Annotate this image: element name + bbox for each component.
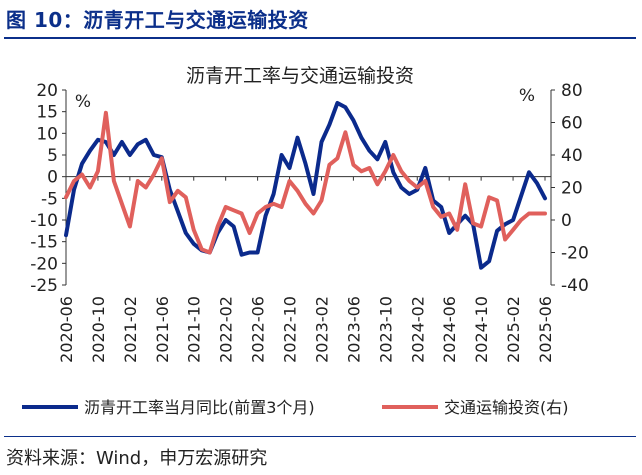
x-tick-label: 2024-02 bbox=[408, 296, 427, 363]
y-right-tick-label: -20 bbox=[561, 244, 589, 264]
x-tick-label: 2023-10 bbox=[376, 296, 395, 363]
x-tick-label: 2020-10 bbox=[89, 296, 108, 363]
y-left-tick-label: -15 bbox=[30, 233, 58, 253]
y-left-tick-label: 15 bbox=[36, 103, 58, 123]
y-left-tick-label: 0 bbox=[47, 168, 58, 188]
x-tick-label: 2021-02 bbox=[121, 296, 140, 363]
y-right-tick-label: 20 bbox=[561, 179, 583, 199]
y-axis-left-unit: % bbox=[75, 92, 91, 112]
y-left-tick-label: 5 bbox=[47, 146, 58, 166]
y-right-tick-label: 40 bbox=[561, 146, 583, 166]
figure-title: 图 10：沥青开工与交通运输投资 bbox=[6, 8, 309, 32]
y-left-tick-label: -5 bbox=[41, 189, 58, 209]
x-tick-label: 2022-10 bbox=[281, 296, 300, 363]
y-right-tick-label: 60 bbox=[561, 114, 583, 134]
x-tick-label: 2025-06 bbox=[536, 296, 555, 363]
y-left-tick-label: 20 bbox=[36, 81, 58, 101]
y-left-tick-label: -25 bbox=[30, 276, 58, 296]
x-tick-label: 2021-10 bbox=[185, 296, 204, 363]
y-axis-right-unit: % bbox=[519, 86, 535, 106]
x-tick-label: 2023-02 bbox=[312, 296, 331, 363]
series-line-transport bbox=[64, 110, 547, 255]
y-right-tick-label: -40 bbox=[561, 276, 589, 296]
x-tick-label: 2021-06 bbox=[153, 296, 172, 363]
footer-divider bbox=[4, 436, 636, 437]
x-tick-label: 2024-10 bbox=[472, 296, 491, 363]
y-left-tick-label: -20 bbox=[30, 254, 58, 274]
x-tick-label: 2020-06 bbox=[57, 296, 76, 363]
y-left-tick-label: 10 bbox=[36, 124, 58, 144]
x-tick-label: 2023-06 bbox=[344, 296, 363, 363]
source-note: 资料来源：Wind，申万宏源研究 bbox=[6, 448, 268, 469]
series-line-asphalt bbox=[64, 101, 547, 270]
x-tick-label: 2024-06 bbox=[440, 296, 459, 363]
x-tick-label: 2022-06 bbox=[249, 296, 268, 363]
chart-title: 沥青开工率与交通运输投资 bbox=[186, 65, 414, 87]
y-right-tick-label: 0 bbox=[561, 211, 572, 231]
y-left-tick-label: -10 bbox=[30, 211, 58, 231]
title-divider bbox=[4, 37, 636, 39]
y-right-tick-label: 80 bbox=[561, 81, 583, 101]
legend-label-transport: 交通运输投资(右) bbox=[444, 398, 569, 417]
legend-label-asphalt: 沥青开工率当月同比(前置3个月) bbox=[84, 398, 315, 417]
x-tick-label: 2022-02 bbox=[217, 296, 236, 363]
x-tick-label: 2025-02 bbox=[504, 296, 523, 363]
